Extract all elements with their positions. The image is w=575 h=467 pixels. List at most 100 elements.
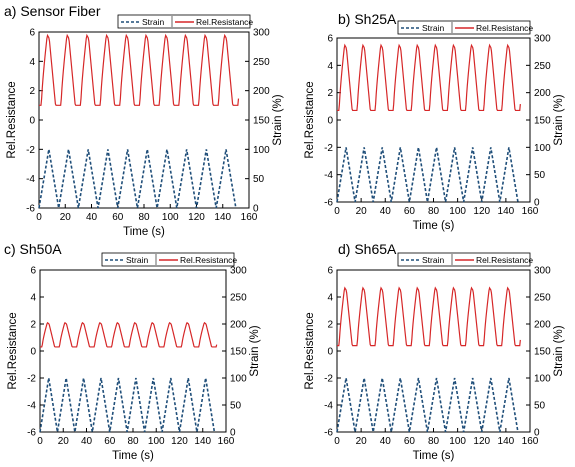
strain-series-line — [38, 149, 237, 209]
x-tick-label: 120 — [171, 436, 188, 447]
y2-tick-label: 50 — [230, 401, 242, 412]
y-tick-label: 4 — [327, 293, 333, 304]
y2-tick-label: 100 — [230, 374, 247, 385]
x-tick-label: 0 — [334, 206, 340, 217]
x-tick-label: 140 — [498, 436, 515, 447]
x-tick-label: 100 — [449, 436, 466, 447]
y-tick-label: -2 — [324, 374, 333, 385]
x-tick-label: 60 — [112, 212, 124, 223]
x-axis-label: Time (s) — [413, 220, 455, 232]
legend-resistance-label: Rel.Resistance — [196, 17, 253, 27]
y-tick-label: -2 — [27, 374, 36, 385]
x-tick-label: 60 — [404, 206, 416, 217]
legend-strain-label: Strain — [142, 17, 164, 27]
y2-tick-label: 300 — [253, 28, 270, 39]
x-tick-label: 120 — [188, 212, 205, 223]
x-tick-label: 80 — [138, 212, 150, 223]
x-tick-label: 140 — [214, 212, 231, 223]
y-tick-label: 2 — [327, 320, 333, 331]
y2-tick-label: 50 — [534, 170, 546, 181]
panel-title: a) Sensor Fiber — [4, 3, 101, 19]
resistance-series-line — [337, 286, 521, 347]
x-tick-label: 20 — [356, 436, 368, 447]
x-tick-label: 100 — [162, 212, 179, 223]
y2-tick-label: 300 — [534, 34, 551, 45]
plot-frame — [336, 269, 531, 433]
x-tick-label: 60 — [404, 436, 416, 447]
y2-tick-label: 100 — [253, 145, 270, 156]
legend-resistance-label: Rel.Resistance — [476, 255, 533, 265]
legend-resistance-label: Rel.Resistance — [476, 23, 533, 33]
x-axis-label: Time (s) — [112, 450, 154, 462]
x-tick-label: 20 — [60, 212, 72, 223]
y2-tick-label: 0 — [230, 428, 236, 439]
x-tick-label: 0 — [37, 436, 43, 447]
y-tick-label: 2 — [327, 88, 333, 99]
strain-series-line — [39, 377, 216, 433]
x-tick-label: 40 — [86, 212, 98, 223]
chart-panel-1: a) Sensor Fiber Strain Rel.Resistance 0 20 40… — [4, 3, 284, 238]
y-axis-label: Rel.Resistance — [6, 81, 18, 158]
y2-tick-label: 50 — [534, 401, 546, 412]
y-tick-label: 0 — [30, 347, 36, 358]
resistance-series-line — [40, 321, 218, 348]
legend-resistance-label: Rel.Resistance — [180, 255, 237, 265]
x-tick-label: 160 — [218, 436, 235, 447]
y-tick-label: -6 — [26, 204, 35, 215]
y2-tick-label: 200 — [534, 320, 551, 331]
x-tick-label: 120 — [473, 436, 490, 447]
x-tick-label: 20 — [356, 206, 368, 217]
y-tick-label: 6 — [327, 34, 333, 45]
x-tick-label: 120 — [473, 206, 490, 217]
panel-title: d) Sh65A — [338, 241, 397, 257]
y2-tick-label: 300 — [230, 266, 247, 277]
x-tick-label: 40 — [81, 436, 93, 447]
y2-tick-label: 300 — [534, 266, 551, 277]
x-axis-label: Time (s) — [123, 226, 165, 238]
y2-tick-label: 250 — [253, 57, 270, 68]
x-tick-label: 40 — [380, 206, 392, 217]
x-tick-label: 60 — [104, 436, 116, 447]
y2-axis-label: Strain (%) — [553, 325, 565, 376]
y-axis-label: Rel.Resistance — [7, 312, 19, 389]
y-tick-label: 6 — [30, 266, 36, 277]
y-tick-label: 4 — [30, 293, 36, 304]
x-axis-label: Time (s) — [413, 450, 455, 462]
panel-title: b) Sh25A — [338, 11, 397, 27]
y2-tick-label: 150 — [230, 347, 247, 358]
y-tick-label: -6 — [27, 428, 36, 439]
y-tick-label: 6 — [29, 28, 35, 39]
y-tick-label: -4 — [324, 401, 333, 412]
x-tick-label: 0 — [36, 212, 42, 223]
legend-strain-label: Strain — [126, 255, 148, 265]
x-tick-label: 80 — [428, 206, 440, 217]
y2-tick-label: 0 — [534, 198, 540, 209]
y2-tick-label: 250 — [534, 293, 551, 304]
legend-strain-label: Strain — [422, 23, 444, 33]
x-tick-label: 80 — [127, 436, 139, 447]
x-tick-label: 140 — [498, 206, 515, 217]
x-tick-label: 20 — [58, 436, 70, 447]
y2-axis-label: Strain (%) — [553, 94, 565, 145]
y2-tick-label: 200 — [534, 88, 551, 99]
y-tick-label: -6 — [324, 428, 333, 439]
y2-tick-label: 50 — [253, 174, 265, 185]
plot-frame — [39, 269, 227, 433]
y-tick-label: 0 — [327, 116, 333, 127]
x-tick-label: 160 — [522, 436, 539, 447]
y2-tick-label: 100 — [534, 374, 551, 385]
y2-tick-label: 200 — [253, 86, 270, 97]
resistance-series-line — [337, 43, 521, 112]
strain-series-line — [336, 377, 519, 433]
y2-tick-label: 250 — [230, 293, 247, 304]
legend-strain-label: Strain — [422, 255, 444, 265]
x-tick-label: 160 — [241, 212, 258, 223]
y2-tick-label: 150 — [534, 116, 551, 127]
x-tick-label: 0 — [334, 436, 340, 447]
y-tick-label: 2 — [30, 320, 36, 331]
y2-tick-label: 0 — [534, 428, 540, 439]
